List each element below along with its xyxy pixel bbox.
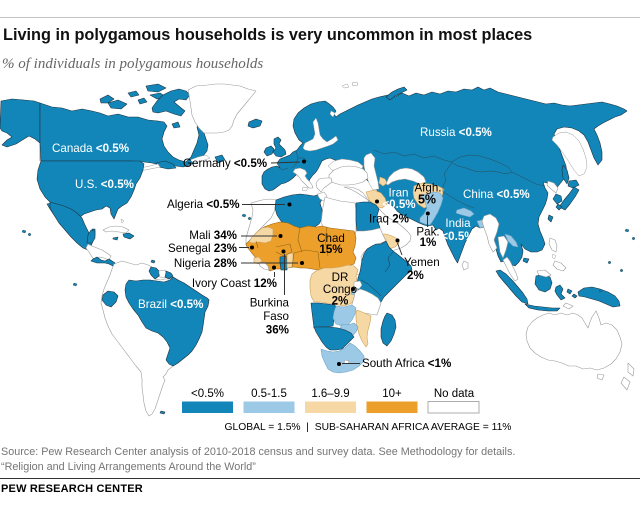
svg-text:Nigeria 28%: Nigeria 28% xyxy=(174,257,237,270)
svg-text:South Africa <1%: South Africa <1% xyxy=(362,357,451,370)
svg-text:Faso: Faso xyxy=(263,310,289,323)
svg-text:Mali 34%: Mali 34% xyxy=(189,229,237,242)
svg-text:<0.5%: <0.5% xyxy=(191,388,224,400)
svg-text:Germany <0.5%: Germany <0.5% xyxy=(183,157,267,170)
svg-text:2%: 2% xyxy=(407,269,424,282)
svg-text:1%: 1% xyxy=(420,236,437,249)
svg-text:0.5-1.5: 0.5-1.5 xyxy=(251,388,287,400)
svg-text:5%: 5% xyxy=(418,193,436,207)
svg-text:Pak.: Pak. xyxy=(416,226,439,239)
svg-text:Brazil <0.5%: Brazil <0.5% xyxy=(138,298,203,311)
svg-text:Chad: Chad xyxy=(317,232,345,245)
svg-text:GLOBAL = 1.5% | SUB-SAHARAN: GLOBAL = 1.5% | SUB-SAHARAN AFRICA AVERA… xyxy=(225,422,512,433)
svg-text:DR: DR xyxy=(332,271,349,284)
svg-text:36%: 36% xyxy=(266,324,289,337)
svg-text:Congo: Congo xyxy=(323,283,357,296)
svg-text:Ivory Coast 12%: Ivory Coast 12% xyxy=(192,277,277,290)
svg-text:<0.5%: <0.5% xyxy=(382,198,415,211)
svg-text:Senegal 23%: Senegal 23% xyxy=(168,242,237,255)
svg-text:15%: 15% xyxy=(319,243,342,256)
svg-text:No data: No data xyxy=(434,388,475,400)
svg-text:U.S. <0.5%: U.S. <0.5% xyxy=(75,178,134,191)
svg-text:Afgh.: Afgh. xyxy=(414,182,441,195)
svg-text:<0.5%: <0.5% xyxy=(441,230,474,243)
svg-text:2%: 2% xyxy=(332,295,349,308)
svg-text:1.6–9.9: 1.6–9.9 xyxy=(311,388,349,400)
svg-text:China <0.5%: China <0.5% xyxy=(463,188,530,201)
svg-text:Iraq 2%: Iraq 2% xyxy=(369,213,409,226)
svg-text:Yemen: Yemen xyxy=(404,256,440,269)
svg-text:India: India xyxy=(445,217,471,230)
svg-text:Iran: Iran xyxy=(389,187,409,200)
svg-text:Burkina: Burkina xyxy=(250,297,290,310)
svg-text:Algeria <0.5%: Algeria <0.5% xyxy=(167,198,240,211)
svg-text:10+: 10+ xyxy=(382,388,402,400)
svg-text:Canada <0.5%: Canada <0.5% xyxy=(52,142,129,155)
svg-text:Russia <0.5%: Russia <0.5% xyxy=(420,126,492,139)
